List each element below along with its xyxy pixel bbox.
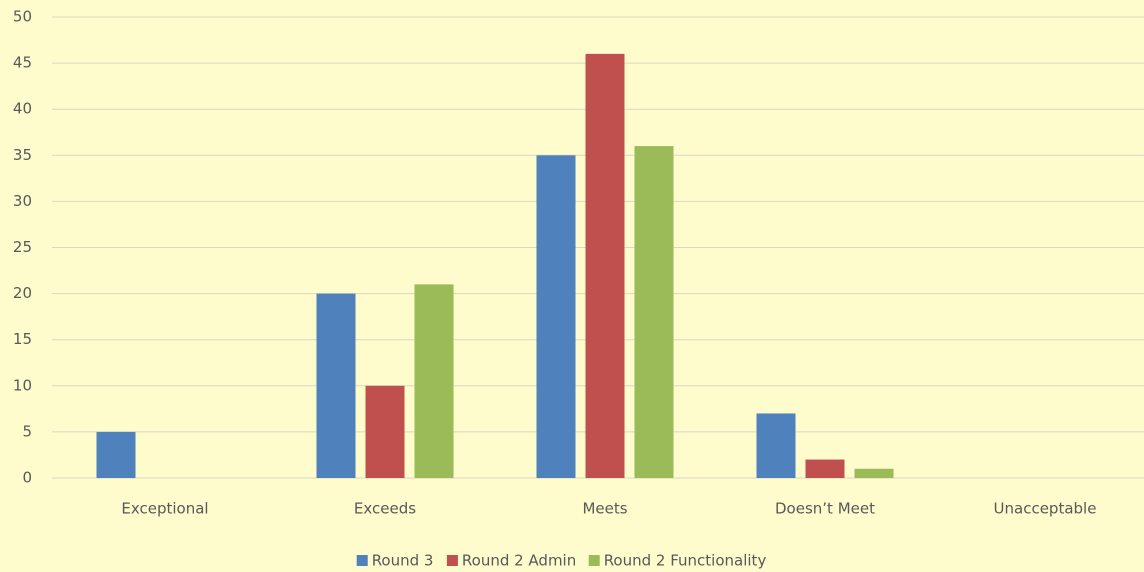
y-tick-label: 50 — [13, 8, 32, 26]
y-tick-label: 10 — [13, 376, 32, 394]
x-tick-label: Meets — [582, 500, 627, 518]
y-tick-label: 15 — [13, 330, 32, 348]
x-tick-label: Exceeds — [354, 500, 416, 518]
x-tick-label: Unacceptable — [994, 500, 1097, 518]
bar — [854, 468, 894, 478]
x-tick-label: Exceptional — [121, 500, 208, 518]
legend-label: Round 2 Admin — [462, 552, 576, 570]
legend-label: Round 3 — [372, 552, 434, 570]
x-tick-label: Doesn’t Meet — [775, 500, 875, 518]
y-tick-label: 20 — [13, 284, 32, 302]
bar — [585, 53, 625, 478]
y-tick-label: 30 — [13, 192, 32, 210]
legend-label: Round 2 Functionality — [604, 552, 767, 570]
bar — [536, 155, 576, 479]
y-tick-label: 45 — [13, 54, 32, 72]
bar — [316, 293, 356, 478]
y-tick-label: 40 — [13, 100, 32, 118]
bar — [96, 431, 136, 478]
bar — [634, 146, 674, 478]
legend-swatch — [356, 555, 368, 566]
y-tick-label: 35 — [13, 146, 32, 164]
legend-swatch — [446, 555, 458, 566]
y-tick-label: 5 — [22, 422, 32, 440]
y-tick-label: 0 — [22, 469, 32, 487]
y-tick-label: 25 — [13, 238, 32, 256]
legend-swatch — [588, 555, 600, 566]
bar — [756, 413, 796, 478]
bar — [414, 284, 454, 478]
bar — [805, 459, 845, 478]
bar — [365, 385, 405, 478]
